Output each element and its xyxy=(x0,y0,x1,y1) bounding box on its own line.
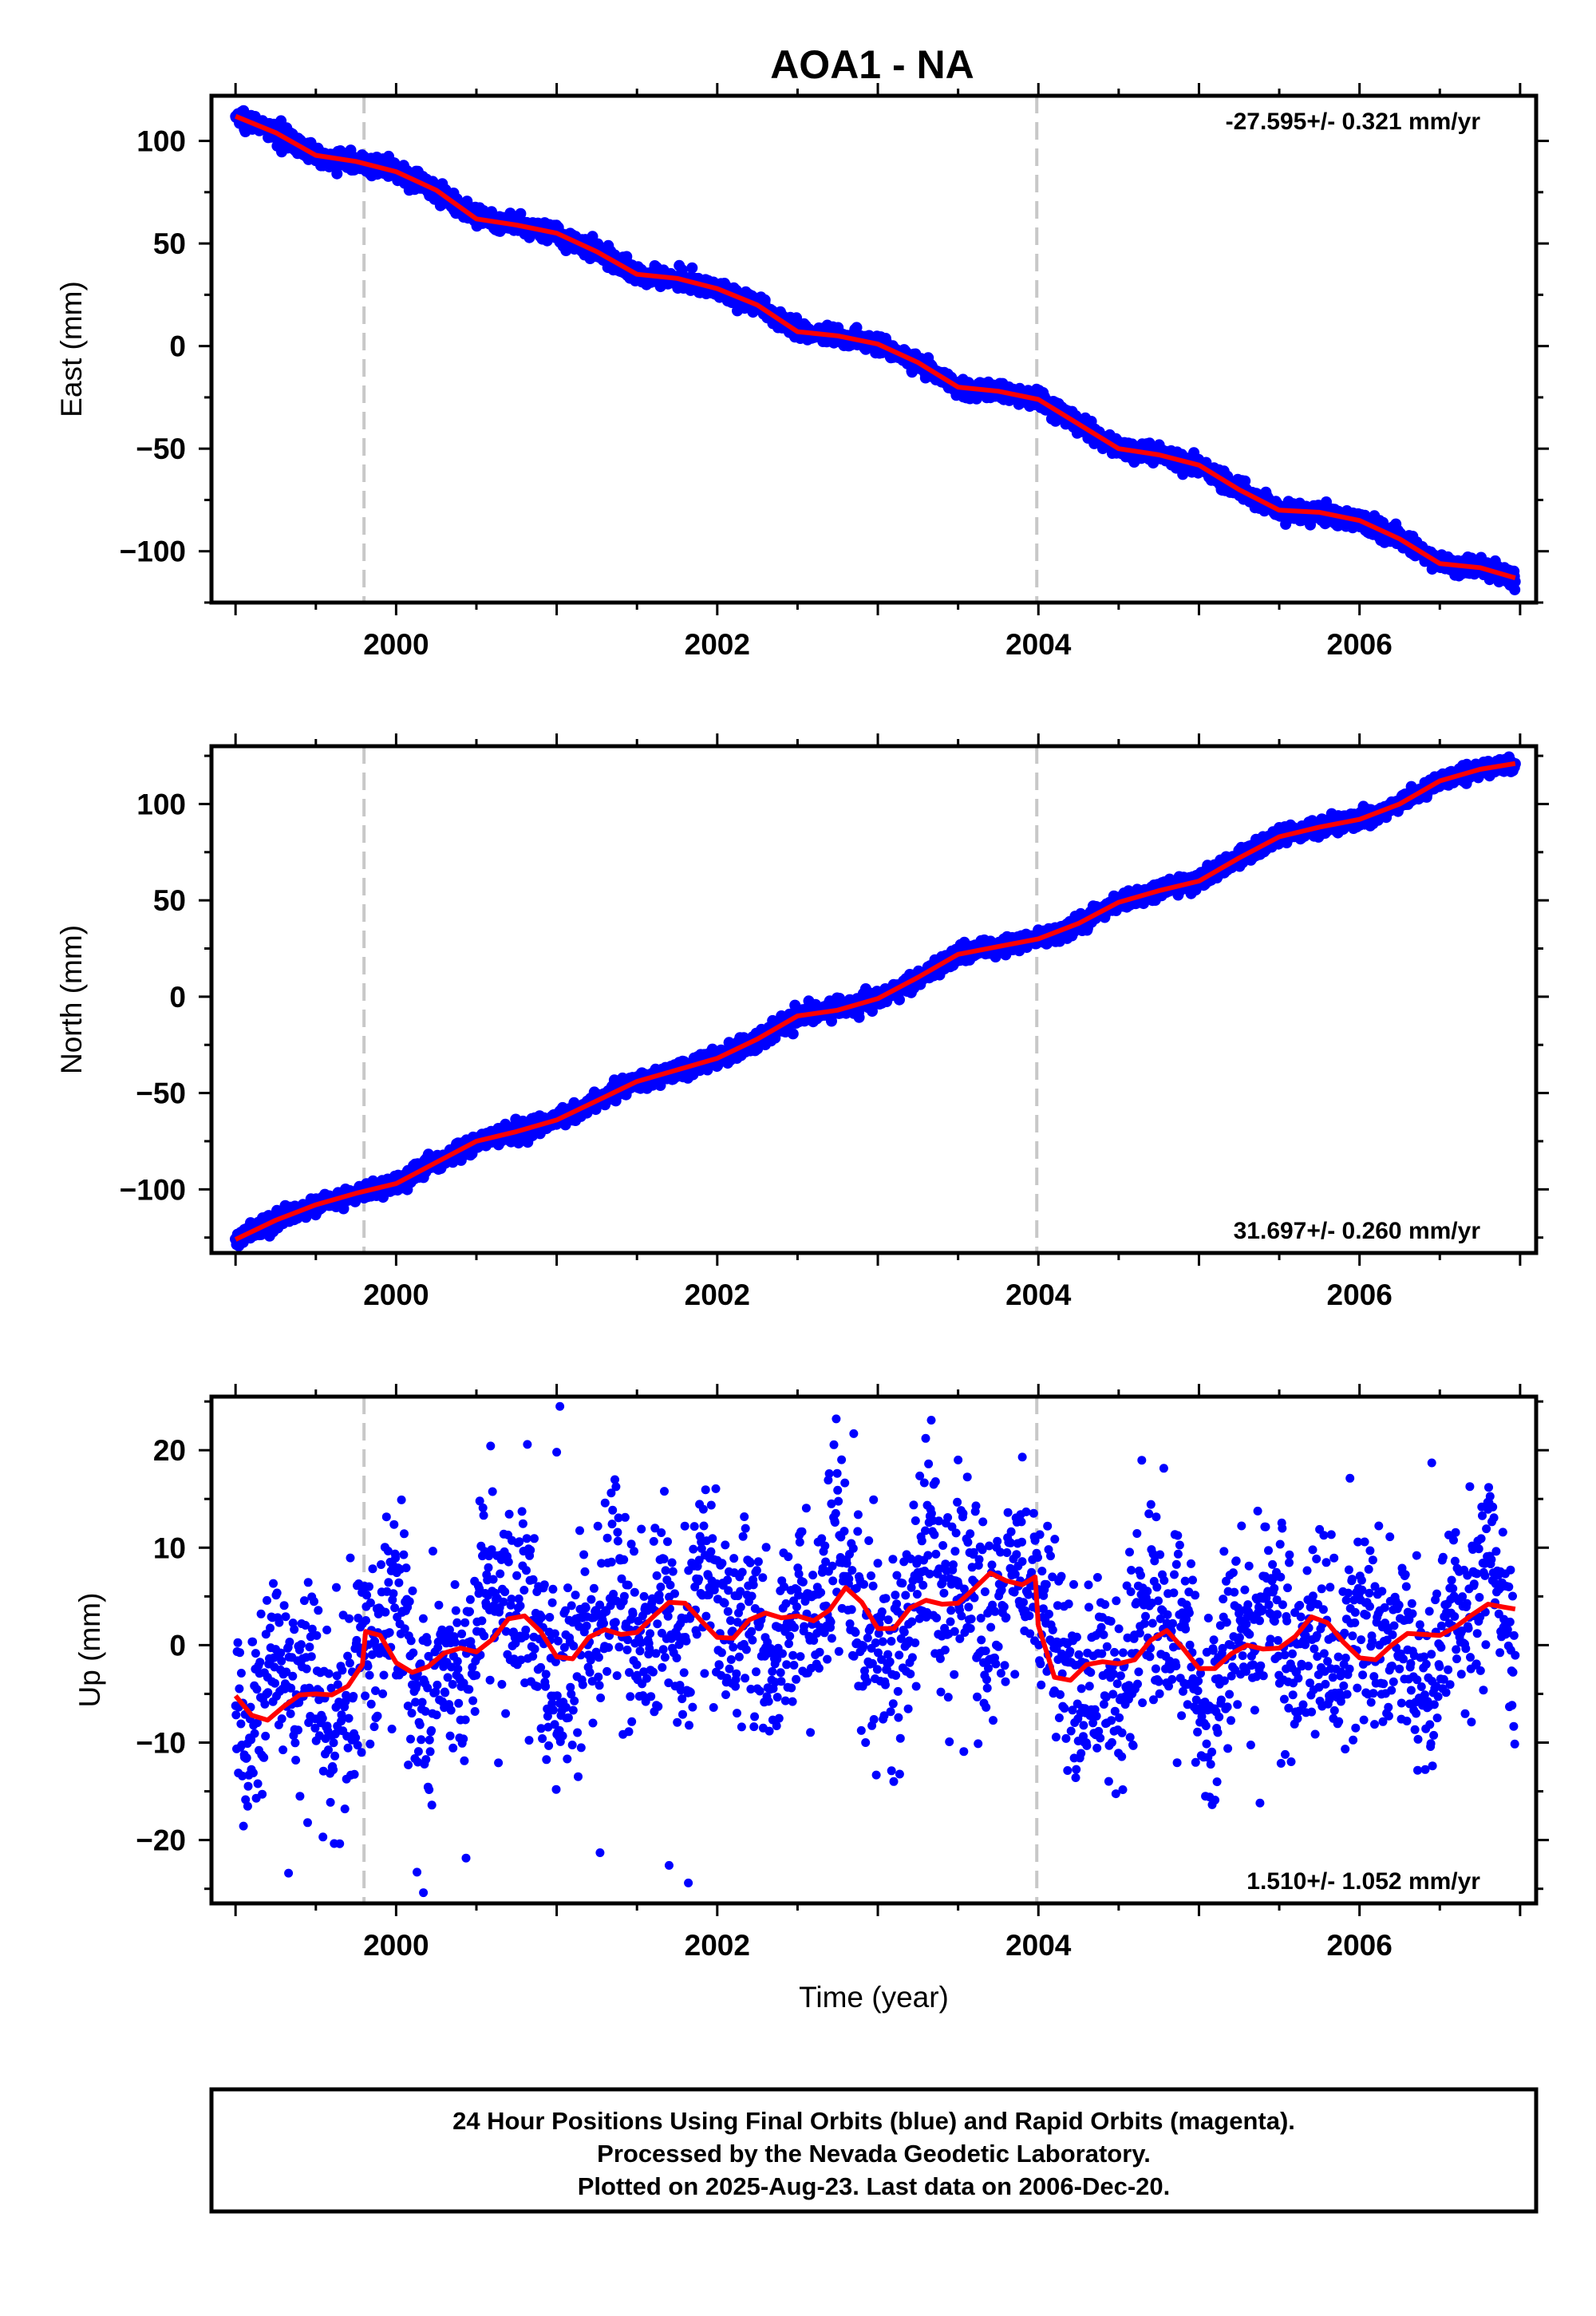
east-x-tick-label: 2002 xyxy=(685,628,750,661)
east-y-tick-label: −50 xyxy=(136,433,186,465)
east-y-tick-label: −100 xyxy=(120,536,186,568)
east-point xyxy=(331,168,343,180)
east-rate-label: -27.595+/- 0.321 mm/yr xyxy=(1226,109,1481,135)
north-point xyxy=(787,1028,799,1040)
east-y-tick-label: 100 xyxy=(136,125,186,158)
east-y-axis-label: East (mm) xyxy=(55,281,88,417)
east-point xyxy=(1509,583,1521,595)
east-point xyxy=(686,262,698,274)
north-point xyxy=(894,994,905,1006)
east-x-tick-label: 2004 xyxy=(1005,628,1072,661)
east-fit-line xyxy=(235,113,1516,580)
east-y-ticks xyxy=(199,140,1549,604)
east-panel: 2000 2002 2004 2006 100 50 0 −50 −100 East (mm) -2… xyxy=(55,83,1549,661)
east-y-tick-label: 50 xyxy=(153,227,186,260)
figure-title: AOA1 - NA xyxy=(770,42,974,87)
east-x-tick-label: 2006 xyxy=(1327,628,1393,661)
east-points xyxy=(230,105,1521,595)
east-x-tick-label: 2000 xyxy=(363,628,429,661)
east-y-tick-label: 0 xyxy=(169,330,186,363)
east-point xyxy=(851,322,863,334)
east-frame xyxy=(209,93,1539,605)
east-x-ticks xyxy=(234,83,1522,615)
panels: 2000 2002 2004 2006 100 50 0 −50 −100 East (mm) -2… xyxy=(55,83,1549,2014)
north-point xyxy=(853,1011,865,1023)
